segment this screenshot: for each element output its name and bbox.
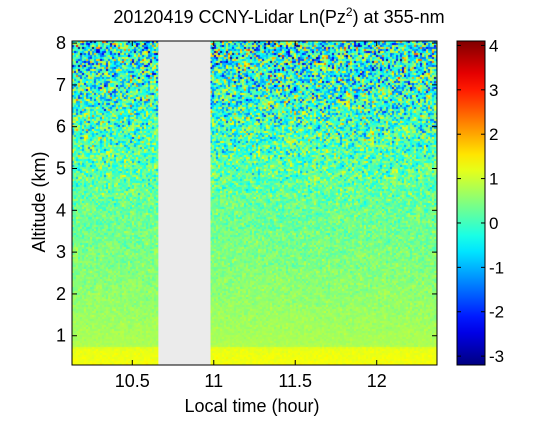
y-tick-label: 2	[56, 284, 66, 304]
heatmap-area	[72, 41, 437, 365]
x-tick-label: 11.5	[278, 371, 312, 391]
y-tick-label: 4	[56, 200, 66, 220]
chart-title: 20120419 CCNY-Lidar Ln(Pz2) at 355-nm	[113, 5, 444, 27]
y-tick-label: 7	[56, 75, 66, 95]
x-tick-label: 10.5	[115, 371, 150, 391]
y-tick-label: 1	[56, 326, 66, 346]
colorbar-tick-label: -1	[489, 258, 504, 277]
y-axis-label: Altitude (km)	[29, 151, 49, 252]
chart-title-superscript: 2	[346, 5, 353, 19]
heatmap-image	[72, 41, 437, 365]
colorbar-gradient	[457, 41, 485, 365]
x-tick-label: 11	[204, 371, 223, 391]
colorbar-tick-label: 0	[489, 214, 498, 233]
colorbar: 4 3 2 1 0 -1 -2 -3	[456, 36, 504, 366]
colorbar-frame	[456, 40, 486, 366]
data-gap-band	[158, 41, 211, 365]
y-tick-label: 5	[56, 159, 66, 179]
y-tick-label: 3	[56, 242, 66, 262]
x-tick-label: 12	[367, 371, 387, 391]
colorbar-tick-label: -3	[489, 347, 504, 366]
chart-title-rest: ) at 355-nm	[353, 7, 445, 27]
chart-title-main: 20120419 CCNY-Lidar Ln(Pz	[113, 7, 345, 27]
colorbar-tick-label: -2	[489, 303, 504, 322]
colorbar-tick-label: 2	[489, 125, 498, 144]
plot-frame	[71, 40, 438, 366]
x-axis-label: Local time (hour)	[184, 396, 319, 416]
y-tick-label: 8	[56, 33, 66, 53]
y-tick-label: 6	[56, 117, 66, 137]
colorbar-tick-label: 3	[489, 81, 498, 100]
colorbar-tick-label: 1	[489, 170, 498, 189]
colorbar-tick-label: 4	[489, 36, 498, 55]
